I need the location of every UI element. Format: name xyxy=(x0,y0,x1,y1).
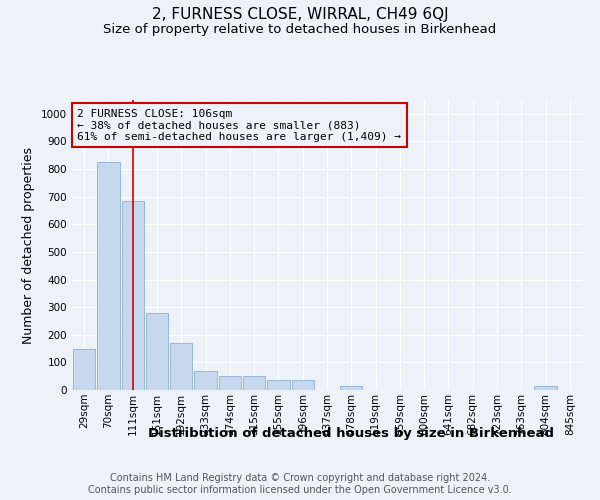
Bar xyxy=(340,386,362,390)
Bar xyxy=(146,313,168,390)
Text: 2 FURNESS CLOSE: 106sqm
← 38% of detached houses are smaller (883)
61% of semi-d: 2 FURNESS CLOSE: 106sqm ← 38% of detache… xyxy=(77,108,401,142)
Bar xyxy=(122,201,144,390)
Y-axis label: Number of detached properties: Number of detached properties xyxy=(22,146,35,344)
Text: Contains HM Land Registry data © Crown copyright and database right 2024.
Contai: Contains HM Land Registry data © Crown c… xyxy=(88,474,512,495)
Bar xyxy=(170,343,193,390)
Bar xyxy=(243,376,265,390)
Text: Distribution of detached houses by size in Birkenhead: Distribution of detached houses by size … xyxy=(148,428,554,440)
Bar xyxy=(292,380,314,390)
Bar xyxy=(73,349,95,390)
Bar xyxy=(535,386,557,390)
Bar xyxy=(267,380,290,390)
Text: 2, FURNESS CLOSE, WIRRAL, CH49 6QJ: 2, FURNESS CLOSE, WIRRAL, CH49 6QJ xyxy=(152,8,448,22)
Text: Size of property relative to detached houses in Birkenhead: Size of property relative to detached ho… xyxy=(103,22,497,36)
Bar xyxy=(97,162,119,390)
Bar xyxy=(194,370,217,390)
Bar xyxy=(218,376,241,390)
